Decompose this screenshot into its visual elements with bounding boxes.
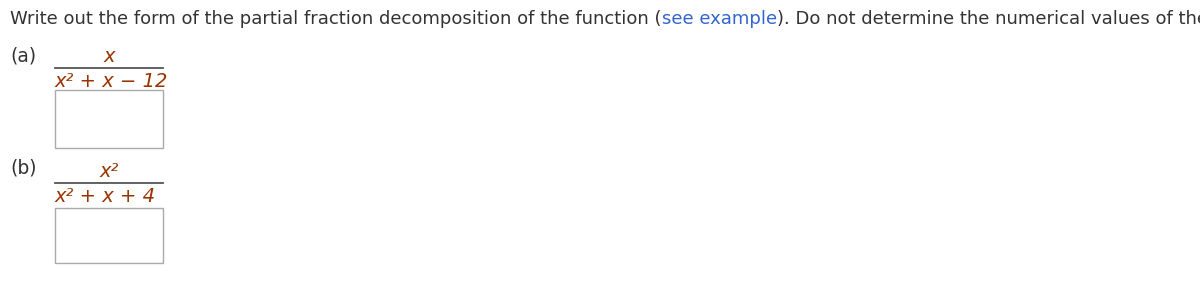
- Text: x: x: [103, 47, 115, 66]
- Text: (a): (a): [10, 46, 36, 65]
- Text: Write out the form of the partial fraction decomposition of the function (: Write out the form of the partial fracti…: [10, 10, 661, 28]
- Text: x² + x + 4: x² + x + 4: [55, 187, 156, 206]
- Bar: [55, 90, 163, 148]
- Text: ). Do not determine the numerical values of the coefficients.: ). Do not determine the numerical values…: [776, 10, 1200, 28]
- Text: see example: see example: [661, 10, 776, 28]
- Text: (b): (b): [10, 158, 36, 177]
- Text: x²: x²: [100, 162, 119, 181]
- Bar: [55, 208, 163, 263]
- Text: x² + x − 12: x² + x − 12: [55, 72, 168, 91]
